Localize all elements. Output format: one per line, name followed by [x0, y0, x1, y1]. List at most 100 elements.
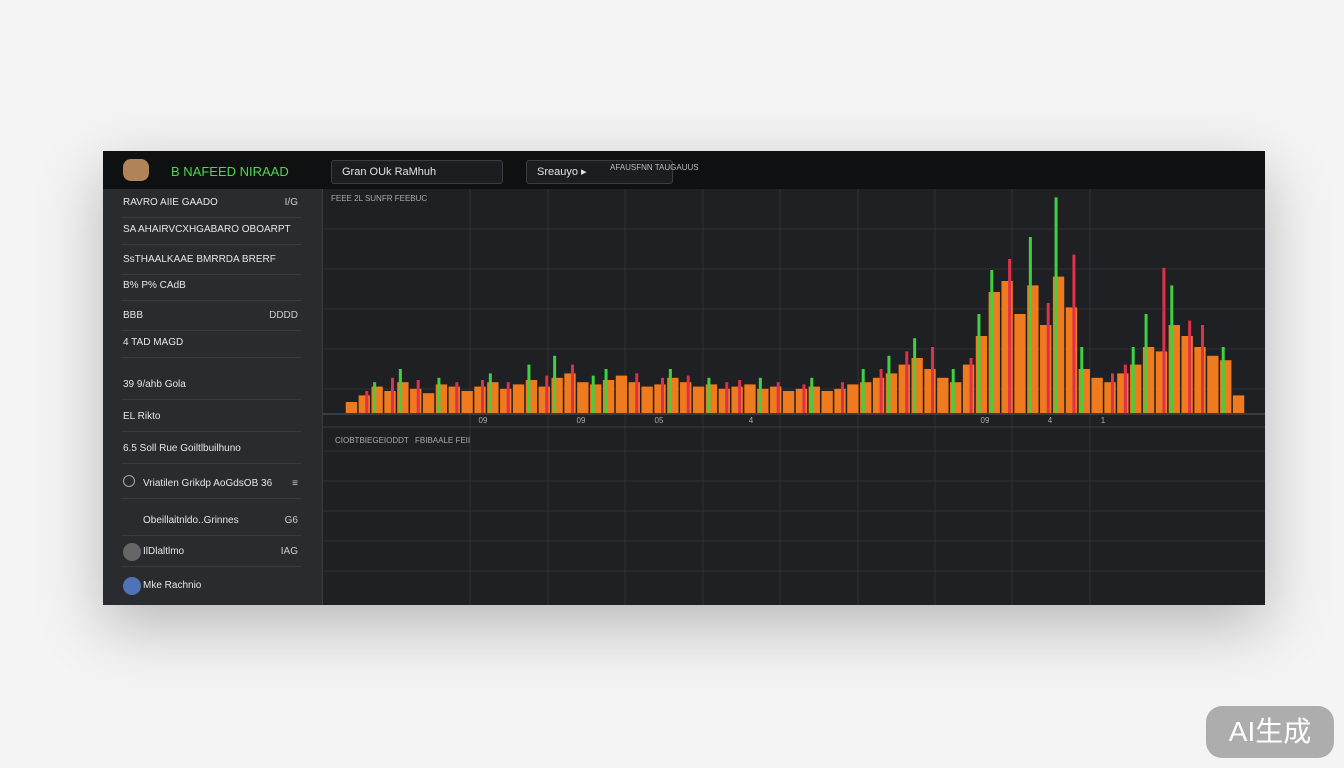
- bar: [705, 384, 718, 413]
- bar: [577, 382, 589, 413]
- sidebar: RAVRO AIIE GAADO I/G SA AHAIRVCXHGABARO OB…: [103, 189, 323, 605]
- bar: [1117, 373, 1129, 413]
- bar: [667, 377, 679, 413]
- bar: [1091, 377, 1103, 413]
- sidebar-item[interactable]: Obeillaitnldo..Grinnes G6: [103, 512, 322, 530]
- bar: [975, 336, 988, 413]
- item-value: I/G: [284, 197, 298, 208]
- item-label: BBB: [123, 310, 144, 321]
- bar: [371, 386, 383, 413]
- app-window: B NAFEED NIRAAD Gran OUk RaMhuh Sreauyo …: [103, 151, 1265, 605]
- bar: [718, 388, 730, 413]
- bar: [931, 347, 934, 413]
- bar: [969, 358, 973, 413]
- sidebar-item[interactable]: 6.5 Soll Rue Goiltlbuilhuno: [103, 443, 322, 457]
- search-hint: AFAUSFNN TAUGAUUS: [610, 163, 699, 172]
- bar: [1014, 314, 1026, 413]
- top-bar: B NAFEED NIRAAD Gran OUk RaMhuh Sreauyo …: [103, 151, 1265, 189]
- bar: [1123, 364, 1127, 413]
- bar: [654, 384, 666, 413]
- bar: [365, 391, 369, 413]
- item-label: Mke Rachnio: [143, 580, 202, 591]
- sidebar-item[interactable]: BBB DDDD: [103, 310, 322, 324]
- bar: [1008, 259, 1012, 413]
- separator: [121, 300, 301, 301]
- sidebar-item[interactable]: IlDlaltlmo IAG: [103, 543, 322, 561]
- bar: [744, 384, 756, 413]
- bar: [1078, 369, 1090, 413]
- bar: [808, 386, 820, 413]
- bar: [1040, 325, 1052, 413]
- sidebar-item[interactable]: 39 9/ahb Gola: [103, 379, 322, 393]
- bar: [1155, 351, 1168, 413]
- bar: [345, 402, 358, 413]
- bar: [770, 386, 782, 413]
- bar: [1188, 320, 1192, 413]
- bar: [731, 386, 743, 413]
- bar: [410, 388, 422, 413]
- chart: FEEE 2L SUNFR FEEBUC CIOBTBIEGEIODDT FBIBA…: [323, 189, 1265, 605]
- sidebar-item[interactable]: Mke Rachnio: [103, 577, 322, 595]
- bar: [810, 377, 814, 413]
- bar: [1001, 281, 1013, 413]
- bar: [1201, 325, 1204, 413]
- bar: [879, 369, 883, 413]
- icon: [123, 475, 135, 487]
- sidebar-item[interactable]: RAVRO AIIE GAADO I/G: [103, 197, 322, 211]
- bar: [795, 388, 808, 413]
- bar: [551, 377, 563, 413]
- sidebar-item[interactable]: Vriatilen Grikdp AoGdsOB 36 ≡: [103, 475, 322, 492]
- bar: [924, 369, 936, 413]
- bar: [1207, 355, 1219, 413]
- item-value: DDDD: [269, 310, 298, 321]
- bar: [474, 386, 486, 413]
- bar: [1181, 336, 1193, 413]
- item-label: 4 TAD MAGD: [123, 337, 184, 348]
- bar: [635, 373, 639, 413]
- bar: [757, 388, 769, 413]
- bar: [977, 314, 981, 413]
- bar: [448, 386, 460, 413]
- bar: [1065, 307, 1078, 413]
- separator: [121, 566, 301, 567]
- sidebar-item[interactable]: SA AHAIRVCXHGABARO OBOARPT: [103, 224, 322, 238]
- bar: [725, 382, 729, 413]
- bar: [1194, 347, 1206, 413]
- bar: [988, 292, 1000, 413]
- bar: [553, 355, 557, 413]
- chart-label: FEEE 2L SUNFR FEEBUC: [331, 194, 427, 203]
- bar: [950, 382, 962, 413]
- bar: [782, 391, 795, 413]
- sidebar-item[interactable]: SsTHAALKAAE BMRRDA BRERF: [103, 254, 322, 268]
- item-label: RAVRO AIIE GAADO: [123, 197, 218, 208]
- tab[interactable]: Gran OUk RaMhuh: [331, 160, 503, 184]
- bar: [422, 393, 435, 413]
- search[interactable]: Sreauyo ▸: [526, 160, 673, 184]
- item-label: SsTHAALKAAE BMRRDA BRERF: [123, 254, 276, 265]
- bar: [1221, 347, 1225, 413]
- bar: [437, 377, 441, 413]
- bar: [990, 270, 994, 413]
- bar: [1111, 373, 1114, 413]
- x-label: 09: [577, 416, 586, 425]
- item-label: 6.5 Soll Rue Goiltlbuilhuno: [123, 443, 241, 454]
- separator: [121, 244, 301, 245]
- sidebar-item[interactable]: EL Rikto: [103, 411, 322, 425]
- separator: [121, 330, 301, 331]
- item-label: 39 9/ahb Gola: [123, 379, 186, 390]
- bar: [861, 369, 865, 413]
- bar: [962, 364, 975, 413]
- x-label: 4: [1048, 416, 1053, 425]
- bar: [802, 384, 806, 413]
- separator: [121, 217, 301, 218]
- bar: [506, 382, 510, 413]
- bar: [455, 382, 459, 413]
- sidebar-item[interactable]: B% P% CAdB: [103, 280, 322, 294]
- separator: [121, 399, 301, 400]
- bar: [1028, 237, 1032, 413]
- bar: [887, 355, 891, 413]
- sidebar-item[interactable]: 4 TAD MAGD: [103, 337, 322, 351]
- separator: [121, 498, 301, 499]
- bar: [527, 364, 531, 413]
